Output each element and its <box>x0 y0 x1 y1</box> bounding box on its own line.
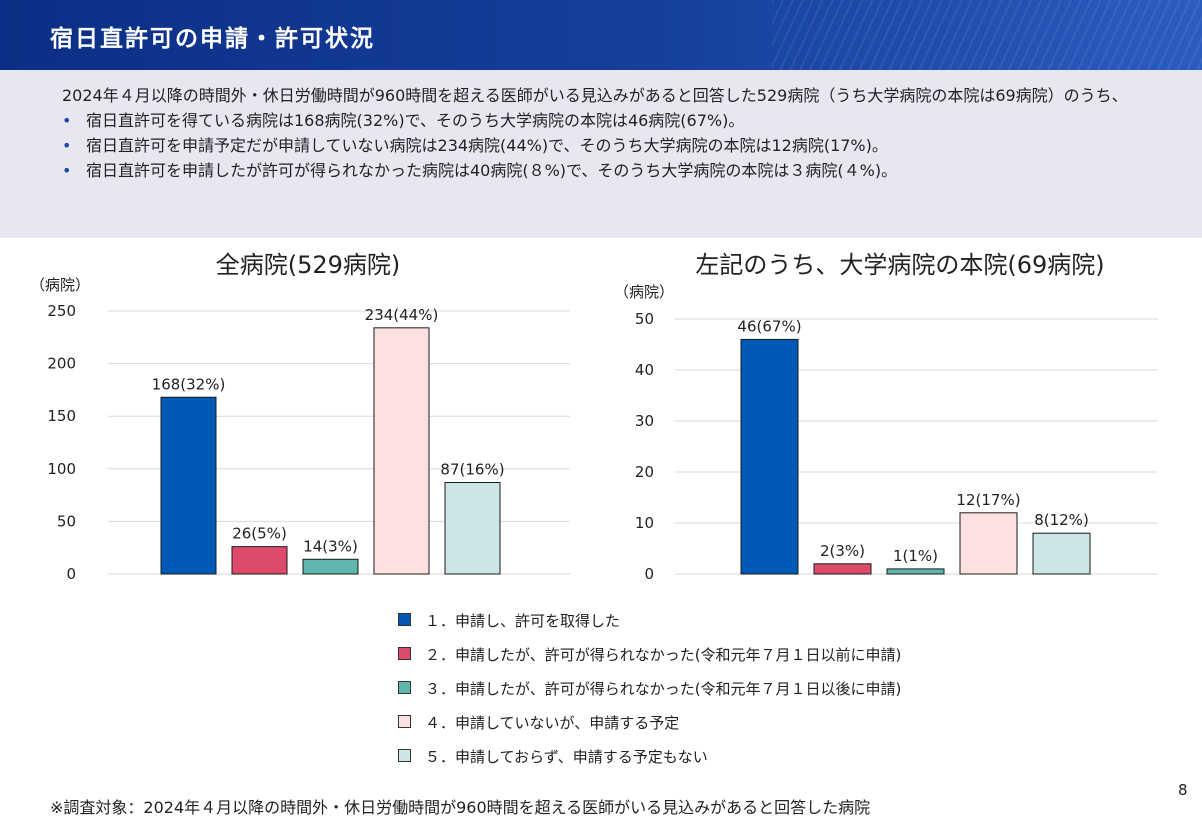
legend-item: ２．申請したが、許可が得られなかった(令和元年７月１日以前に申請) <box>398 642 901 676</box>
legend-item: ３．申請したが、許可が得られなかった(令和元年７月１日以後に申請) <box>398 676 901 710</box>
data-label: 1(1%) <box>893 547 938 565</box>
chart-university-hospitals: 左記のうち、大学病院の本院(69病院) （病院） 0 10 20 30 40 50 46(… <box>614 251 1158 583</box>
summary-bullet: • 宿日直許可を申請予定だが申請していない病院は234病院(44%)で、そのうち… <box>62 135 1172 157</box>
data-label: 2(3%) <box>820 542 865 560</box>
bullet-dot: • <box>62 111 72 130</box>
summary-text: 2024年４月以降の時間外・休日労働時間が960時間を超える医師がいる見込みがあ… <box>62 85 1172 182</box>
bar <box>302 558 359 575</box>
summary-bullet-text: 宿日直許可を申請したが許可が得られなかった病院は40病院(８%)で、そのうち大学… <box>86 161 898 180</box>
header-decoration <box>772 0 1202 70</box>
summary-bullet-text: 宿日直許可を得ている病院は168病院(32%)で、そのうち大学病院の本院は46病… <box>86 111 745 130</box>
legend-swatch <box>398 715 411 728</box>
y-tick-label: 40 <box>635 361 654 379</box>
legend-label: １．申請し、許可を取得した <box>425 612 621 630</box>
legend-swatch <box>398 613 411 626</box>
bar <box>813 563 872 575</box>
legend-swatch <box>398 749 411 762</box>
bar <box>160 396 217 575</box>
y-tick-label: 50 <box>635 310 654 328</box>
data-label: 14(3%) <box>303 537 358 555</box>
legend-label: ４．申請していないが、申請する予定 <box>425 714 680 732</box>
bar <box>740 338 799 575</box>
chart-all-hospitals: 全病院(529病院) （病院） 0 50 100 150 200 250 168(32%)… <box>30 251 570 583</box>
data-label: 8(12%) <box>1034 511 1089 529</box>
y-tick-label: 0 <box>644 565 654 583</box>
y-axis-label: （病院） <box>30 276 90 294</box>
bar <box>959 512 1018 575</box>
summary-bullet-text: 宿日直許可を申請予定だが申請していない病院は234病院(44%)で、そのうち大学… <box>86 136 888 155</box>
y-tick-label: 50 <box>57 512 76 530</box>
page-title: 宿日直許可の申請・許可状況 <box>50 26 375 52</box>
legend-label: ３．申請したが、許可が得られなかった(令和元年７月１日以後に申請) <box>425 680 902 698</box>
bar <box>373 327 430 575</box>
chart-title: 左記のうち、大学病院の本院(69病院) <box>695 251 1104 279</box>
data-label: 26(5%) <box>232 525 287 543</box>
legend-swatch <box>398 681 411 694</box>
y-axis-label: （病院） <box>614 283 674 301</box>
bullet-dot: • <box>62 136 72 155</box>
y-tick-label: 200 <box>47 355 76 373</box>
bar <box>231 546 288 575</box>
y-tick-label: 0 <box>66 565 76 583</box>
bullet-dot: • <box>62 161 72 180</box>
bar <box>444 481 501 575</box>
summary-bullet: • 宿日直許可を得ている病院は168病院(32%)で、そのうち大学病院の本院は4… <box>62 110 1172 132</box>
data-label: 234(44%) <box>365 306 439 324</box>
data-label: 168(32%) <box>152 375 226 393</box>
y-tick-label: 30 <box>635 412 654 430</box>
legend-label: ２．申請したが、許可が得られなかった(令和元年７月１日以前に申請) <box>425 646 902 664</box>
y-tick-label: 250 <box>47 302 76 320</box>
summary-intro: 2024年４月以降の時間外・休日労働時間が960時間を超える医師がいる見込みがあ… <box>62 86 1128 105</box>
y-tick-label: 20 <box>635 463 654 481</box>
legend-swatch <box>398 647 411 660</box>
data-label: 87(16%) <box>440 460 504 478</box>
legend-item: ４．申請していないが、申請する予定 <box>398 710 901 744</box>
data-label: 46(67%) <box>737 317 801 335</box>
legend-item: ５．申請しておらず、申請する予定もない <box>398 744 901 778</box>
data-label: 12(17%) <box>956 491 1020 509</box>
y-tick-label: 10 <box>635 514 654 532</box>
header-bar: 宿日直許可の申請・許可状況 <box>0 0 1202 70</box>
bar <box>886 568 945 575</box>
chart-title: 全病院(529病院) <box>216 251 401 279</box>
legend-label: ５．申請しておらず、申請する予定もない <box>425 748 708 766</box>
footnote: ※調査対象：2024年４月以降の時間外・休日労働時間が960時間を超える医師がい… <box>50 798 871 817</box>
summary-bullet: • 宿日直許可を申請したが許可が得られなかった病院は40病院(８%)で、そのうち… <box>62 160 1172 182</box>
summary-box: 2024年４月以降の時間外・休日労働時間が960時間を超える医師がいる見込みがあ… <box>0 70 1202 238</box>
y-tick-label: 100 <box>47 460 76 478</box>
bar <box>1032 532 1091 575</box>
legend-item: １．申請し、許可を取得した <box>398 608 901 642</box>
legend: １．申請し、許可を取得した ２．申請したが、許可が得られなかった(令和元年７月１… <box>398 608 901 778</box>
page-number: 8 <box>1178 781 1188 799</box>
y-tick-label: 150 <box>47 407 76 425</box>
